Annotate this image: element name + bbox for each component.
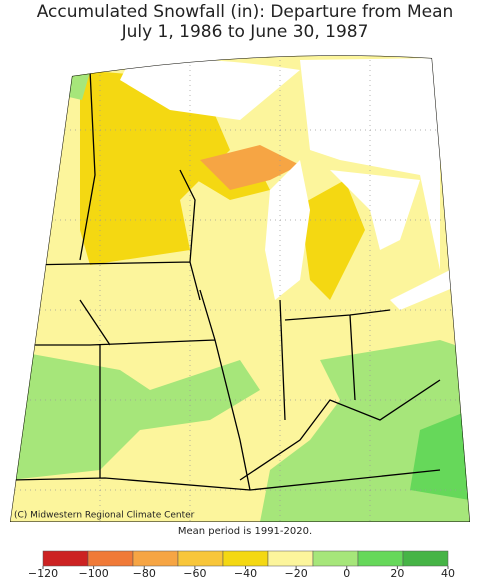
map: (C) Midwestern Regional Climate Center [10,55,470,523]
canada [300,58,440,270]
legend-swatch [87,550,134,567]
legend-label: 40 [441,567,455,578]
credit: (C) Midwestern Regional Climate Center [14,511,195,521]
legend-swatch [312,550,359,567]
legend-label: −80 [133,567,156,578]
lake-erie [390,270,460,310]
subtitle: July 1, 1986 to June 30, 1987 [121,22,369,42]
legend-label: 20 [390,567,404,578]
lake-huron [330,170,420,250]
lake-superior [120,58,300,120]
legend-label: −60 [183,567,206,578]
orange-region [200,145,300,190]
legend: −120 −100 −80 −60 −40 −20 0 20 40 [28,550,455,578]
legend-swatch [357,550,404,567]
state-borders [10,69,441,491]
legend-swatch [42,550,89,567]
legend-swatch [177,550,224,567]
legend-label: 0 [343,567,350,578]
legend-label: −100 [79,567,109,578]
legend-swatch [222,550,269,567]
title: Accumulated Snowfall (in): Departure fro… [37,2,454,22]
legend-swatch [267,550,314,567]
yellow-region [300,180,365,300]
green-region [10,350,260,480]
legend-label: −40 [234,567,257,578]
green-region [410,410,470,500]
note: Mean period is 1991-2020. [178,526,312,537]
map-frame [10,55,470,523]
yellow-region [80,70,230,265]
lake-michigan [265,160,310,300]
legend-swatch [132,550,179,567]
legend-label: −120 [28,567,58,578]
legend-swatch [402,550,449,567]
legend-label: −20 [285,567,308,578]
